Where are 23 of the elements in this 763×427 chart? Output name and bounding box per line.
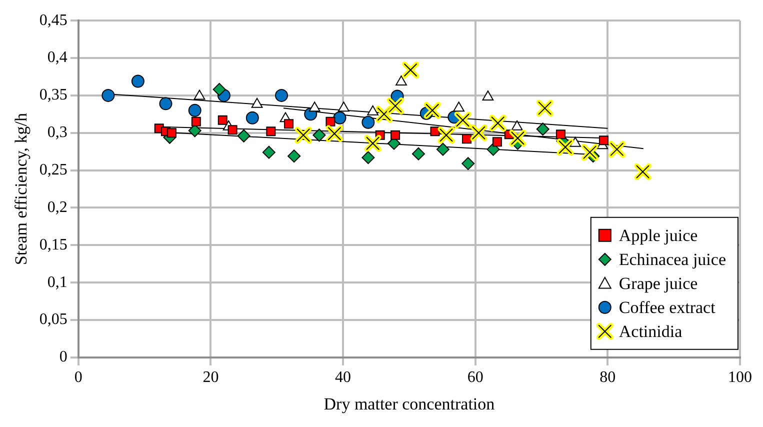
y-tick-label: 0,15 bbox=[39, 236, 68, 254]
y-tick-label: 0,45 bbox=[39, 12, 68, 29]
legend-label: Coffee extract bbox=[618, 298, 716, 317]
y-axis-title: Steam efficiency, kg/h bbox=[12, 112, 31, 266]
x-tick-label: 60 bbox=[467, 369, 484, 386]
y-tick-label: 0,25 bbox=[39, 161, 68, 178]
legend-label: Grape juice bbox=[618, 274, 698, 293]
y-tick-label: 0,2 bbox=[47, 198, 68, 216]
x-tick-label: 0 bbox=[74, 369, 82, 386]
x-tick-label: 100 bbox=[728, 369, 752, 386]
y-tick-label: 0 bbox=[59, 348, 68, 366]
x-tick-label: 40 bbox=[335, 369, 352, 386]
y-tick-label: 0,4 bbox=[47, 49, 68, 66]
legend-label: Echinacea juice bbox=[618, 250, 726, 269]
y-tick-label: 0,3 bbox=[47, 124, 68, 142]
legend-label: Actinidia bbox=[618, 322, 683, 341]
x-tick-label: 80 bbox=[600, 369, 616, 386]
y-tick-label: 0,05 bbox=[39, 311, 68, 328]
x-axis-title: Dry matter concentration bbox=[324, 394, 496, 414]
x-tick-label: 20 bbox=[202, 369, 219, 386]
y-tick-label: 0,1 bbox=[47, 274, 68, 291]
y-tick-label: 0,35 bbox=[39, 86, 68, 104]
legend-label: Apple juice bbox=[618, 226, 698, 245]
